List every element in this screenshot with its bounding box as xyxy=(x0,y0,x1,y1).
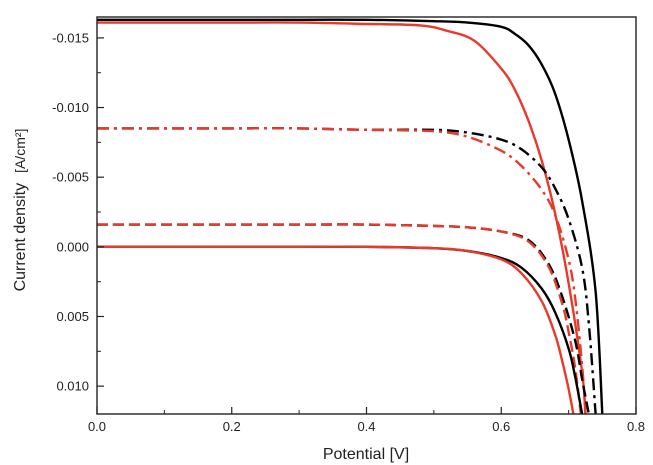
series-line-3 xyxy=(96,127,597,415)
y-axis: -0.015 -0.010 -0.005 0.000 0.005 0.010 xyxy=(52,30,104,394)
y-axis-unit: [A/cm²] xyxy=(12,129,28,173)
y-axis-title: Current density [A/cm²] xyxy=(12,129,29,292)
series-line-1 xyxy=(97,18,604,415)
y-tick-label: 0.000 xyxy=(56,239,89,254)
x-tick-label: 0.6 xyxy=(492,419,510,434)
y-tick-label: -0.010 xyxy=(52,100,89,115)
x-axis-title: Potential [V] xyxy=(323,446,409,463)
y-tick-label: -0.015 xyxy=(52,30,89,45)
y-tick-label: 0.005 xyxy=(56,309,89,324)
y-tick-label: 0.010 xyxy=(56,379,89,394)
x-tick-label: 0.8 xyxy=(627,419,645,434)
series-line-5 xyxy=(97,223,590,415)
x-tick-label: 0.4 xyxy=(357,419,375,434)
y-axis-title-text: Current density xyxy=(12,183,29,292)
plot-lines xyxy=(96,18,604,415)
y-tick-label: -0.005 xyxy=(52,170,89,185)
series-line-8 xyxy=(96,245,575,415)
x-tick-label: 0.0 xyxy=(88,419,106,434)
x-tick-label: 0.2 xyxy=(223,419,241,434)
series-line-6 xyxy=(97,223,582,415)
series-line-4 xyxy=(96,127,587,415)
series-line-7 xyxy=(96,245,584,415)
x-axis: 0.0 0.2 0.4 0.6 0.8 xyxy=(88,407,645,434)
series-line-2 xyxy=(97,21,587,415)
